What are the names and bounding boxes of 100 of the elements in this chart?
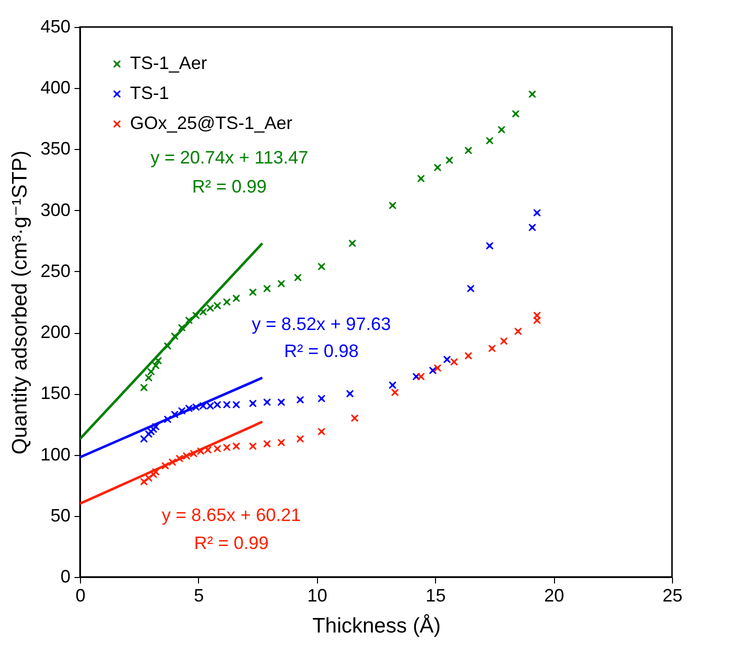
point	[214, 444, 222, 452]
y-tick-label: 0	[60, 566, 70, 586]
y-tick-label: 50	[50, 505, 70, 526]
annotation: y = 8.52x + 97.63	[252, 314, 391, 334]
point	[147, 368, 155, 376]
x-tick-label: 10	[307, 586, 328, 606]
point	[164, 342, 172, 350]
x-tick-label: 15	[426, 586, 446, 606]
point	[263, 284, 271, 292]
legend-label: TS-1	[130, 83, 170, 103]
annotation: y = 20.74x + 113.47	[150, 147, 308, 168]
point	[318, 428, 326, 436]
point	[223, 400, 231, 408]
point	[318, 394, 326, 402]
point	[199, 402, 207, 410]
point	[197, 447, 204, 455]
point	[152, 362, 160, 370]
point	[171, 332, 178, 340]
point	[443, 356, 451, 364]
point	[434, 164, 442, 172]
point	[178, 324, 186, 332]
point	[450, 358, 458, 366]
point	[434, 364, 442, 372]
point	[249, 288, 257, 296]
annotation: y = 8.65x + 60.21	[162, 504, 301, 525]
point	[350, 414, 358, 422]
point	[168, 458, 176, 466]
y-tick-label: 200	[40, 322, 70, 342]
point	[192, 403, 200, 411]
point	[417, 174, 425, 182]
point	[144, 374, 152, 382]
point	[391, 388, 399, 396]
point	[294, 274, 302, 282]
point	[464, 352, 472, 360]
point	[206, 304, 214, 312]
point	[346, 390, 354, 398]
point	[278, 280, 285, 288]
y-tick-label: 250	[40, 260, 70, 281]
point	[296, 396, 304, 404]
x-axis-title: Thickness (Å)	[312, 614, 441, 638]
annotation: R² = 0.98	[284, 340, 359, 361]
point	[263, 398, 271, 406]
y-tick-label: 400	[40, 78, 70, 98]
x-tick-label: 0	[75, 586, 86, 606]
y-tick-label: 100	[40, 444, 70, 464]
y-tick-label: 450	[40, 16, 70, 36]
point	[232, 400, 240, 408]
point	[500, 337, 508, 345]
point	[417, 372, 425, 380]
point	[488, 344, 496, 352]
point	[318, 262, 326, 270]
y-axis-title: Quantity adsorbed (cm³·g⁻¹STP)	[8, 150, 32, 455]
y-tick-label: 350	[40, 138, 70, 159]
point	[348, 240, 356, 248]
point	[533, 209, 541, 216]
point	[204, 446, 212, 454]
point	[278, 438, 285, 446]
point	[223, 298, 231, 306]
point	[249, 400, 257, 408]
point	[192, 312, 200, 320]
point	[249, 442, 257, 450]
point	[185, 404, 193, 412]
point	[429, 366, 437, 374]
point	[152, 468, 160, 476]
x-tick-label: 20	[544, 586, 564, 606]
point	[446, 156, 454, 164]
annotation: R² = 0.99	[194, 532, 269, 553]
point	[498, 126, 506, 134]
legend-label: GOx_25@TS-1_Aer	[130, 113, 292, 133]
point	[486, 242, 494, 250]
point	[182, 452, 190, 460]
x-tick-label: 25	[662, 586, 683, 606]
point	[214, 302, 222, 310]
point	[514, 328, 522, 336]
point	[199, 308, 207, 316]
point	[232, 442, 240, 450]
point	[162, 462, 169, 470]
point	[176, 454, 184, 462]
point	[512, 110, 520, 118]
point	[171, 410, 178, 418]
point	[214, 400, 222, 408]
point	[154, 356, 162, 364]
point	[278, 398, 285, 406]
x-tick-label: 5	[194, 586, 204, 606]
point	[528, 90, 536, 98]
annotation: R² = 0.99	[192, 176, 267, 196]
point	[467, 284, 474, 292]
point	[263, 440, 271, 448]
point	[185, 316, 193, 324]
point	[223, 444, 231, 452]
point	[528, 224, 536, 232]
point	[388, 381, 396, 389]
point	[152, 422, 160, 430]
legend-label: TS-1_Aer	[130, 53, 208, 73]
point	[232, 294, 240, 302]
point	[164, 416, 172, 424]
point	[486, 136, 494, 144]
point	[140, 384, 148, 392]
point	[296, 435, 304, 443]
point	[388, 202, 396, 210]
